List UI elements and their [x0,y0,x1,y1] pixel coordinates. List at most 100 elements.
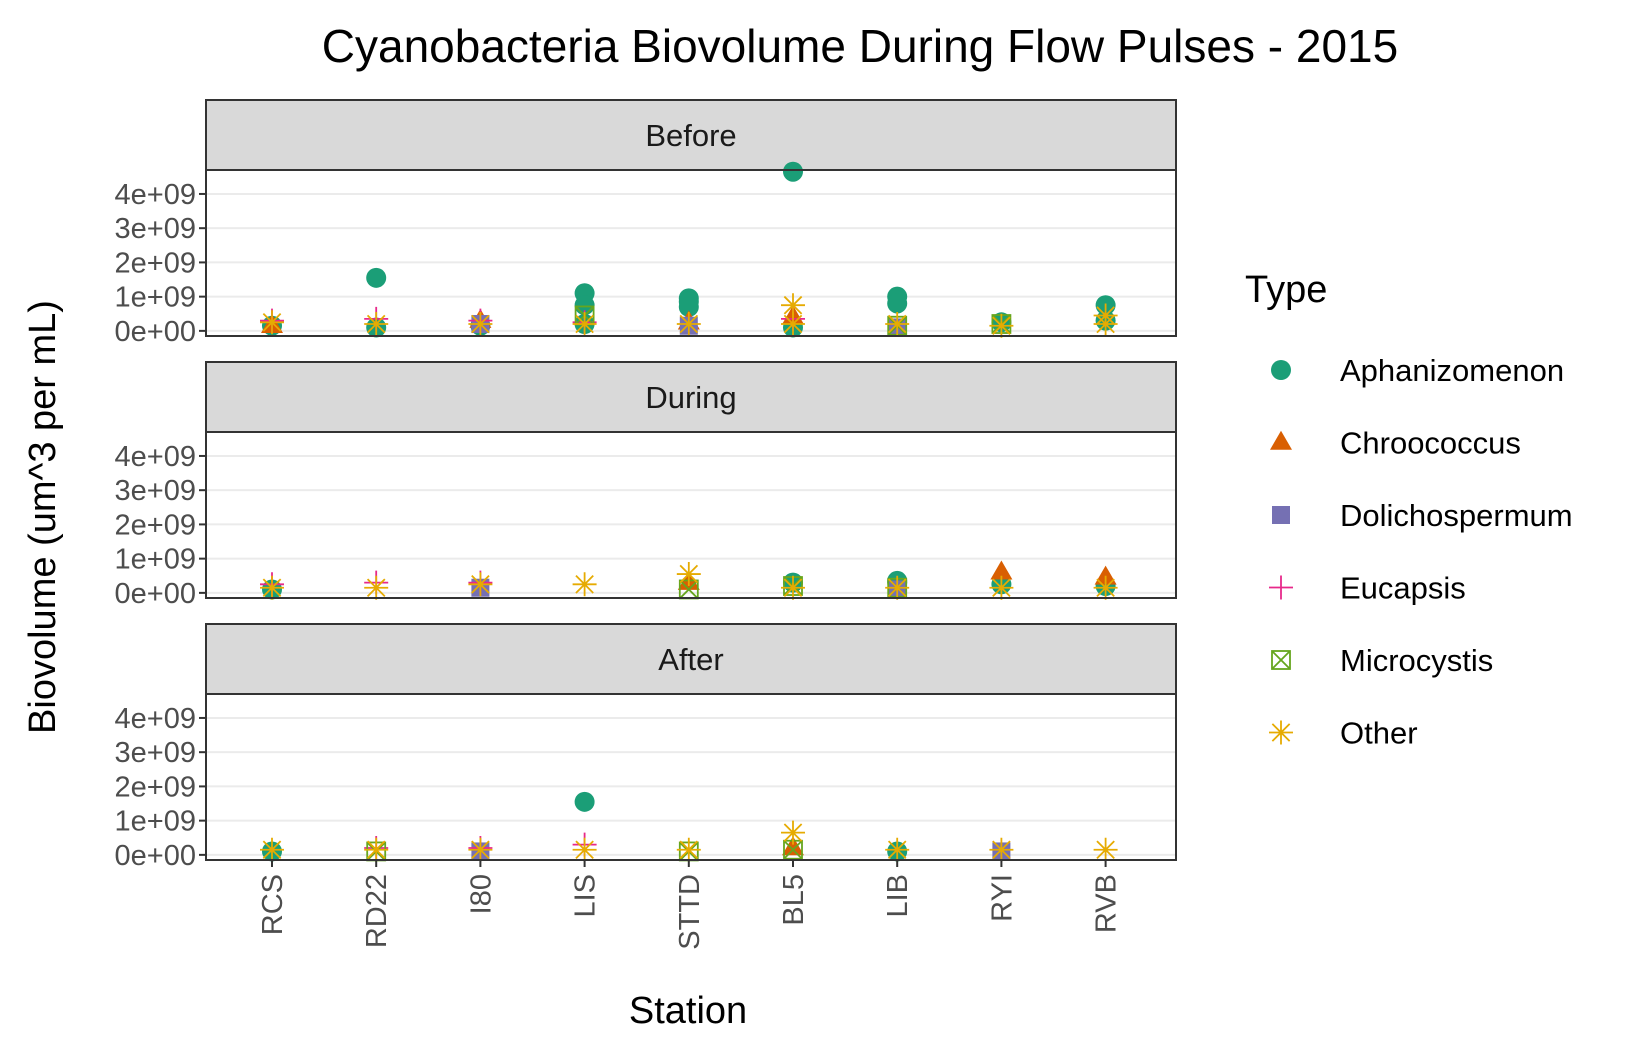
y-tick-label-before-2: 2e+09 [115,247,196,279]
point-after-chroococcus-bl5-0 [782,836,804,856]
panel-border-during [205,431,1177,599]
point-during-other-rvb-8 [1093,575,1118,600]
point-during-other-lis-3 [572,572,597,597]
strip-during [205,361,1177,433]
facet-panels: Before0e+001e+092e+093e+094e+09During0e+… [115,99,1177,872]
point-during-other-ryi-7 [989,575,1014,600]
point-before-other-i80-2-shape [468,312,493,337]
point-before-other-lib-7-shape [885,312,910,337]
legend-label-eucapsis: Eucapsis [1340,571,1466,606]
point-before-other-rvb-10 [1093,312,1118,337]
y-tick-label-before-1: 1e+09 [115,282,196,314]
legend-label-dolichospermum: Dolichospermum [1340,498,1573,533]
x-tick-label-i80: I80 [465,874,497,914]
point-before-other-bl5-6 [781,312,805,337]
legend-item-dolichospermum: Dolichospermum [1272,498,1573,533]
x-tick-label-rvb: RVB [1091,874,1123,933]
legend-label-microcystis: Microcystis [1340,643,1493,678]
y-tick-label-after-3: 3e+09 [115,737,196,769]
point-during-chroococcus-rvb-1-shape [1094,565,1117,585]
point-after-other-rcs-0-shape [260,837,284,862]
point-after-aphanizomenon-lis-0 [574,791,595,812]
y-tick-label-during-1: 1e+09 [115,544,196,576]
point-after-other-lib-6 [885,837,910,862]
strip-before [205,99,1177,171]
point-after-other-rvb-8 [1093,837,1118,862]
point-before-aphanizomenon-bl5-10 [783,161,803,182]
point-during-other-rcs-0 [260,575,284,600]
x-tick-label-rcs: RCS [257,874,289,935]
panel-border-before [205,169,1177,337]
point-after-other-sttd-4-shape [676,837,701,862]
legend-key-dolichospermum-shape [1272,506,1290,524]
legend-item-aphanizomenon: Aphanizomenon [1271,353,1564,388]
y-tick-label-during-0: 0e+00 [115,578,196,610]
point-after-other-rd22-1 [364,837,389,862]
strip-label-after: After [658,642,723,677]
x-tick-label-lis: LIS [570,874,602,918]
point-before-other-bl5-6-shape [781,312,805,337]
strip-label-before: Before [645,118,736,153]
legend-item-eucapsis: Eucapsis [1269,571,1466,606]
point-before-other-rvb-10-shape [1093,312,1118,337]
point-before-other-ryi-8-shape [989,313,1014,338]
legend: Type Aphanizomenon Chroococcus Dolichosper… [1245,269,1573,751]
point-during-other-bl5-5 [781,575,805,600]
panel-border-after [205,693,1177,861]
y-tick-label-before-3: 3e+09 [115,213,196,245]
legend-key-chroococcus-shape [1270,430,1292,450]
y-tick-label-during-2: 2e+09 [115,509,196,541]
point-before-other-bl5-5 [781,293,805,318]
x-tick-label-sttd: STTD [674,874,706,950]
points-before [260,161,1118,338]
point-during-other-rcs-0-shape [260,575,284,600]
point-during-other-i80-2 [468,572,493,597]
point-after-other-lis-3 [572,837,597,862]
y-tick-label-after-0: 0e+00 [115,840,196,872]
y-tick-label-before-0: 0e+00 [115,316,196,348]
y-tick-label-before-4: 4e+09 [115,179,196,211]
point-during-other-rd22-1 [364,575,389,600]
point-after-aphanizomenon-lis-0-shape [574,791,595,812]
point-before-aphanizomenon-sttd-9 [678,296,699,317]
point-during-other-rvb-8-shape [1093,575,1118,600]
chart-title: Cyanobacteria Biovolume During Flow Puls… [322,20,1398,72]
y-tick-label-during-4: 4e+09 [115,441,196,473]
point-after-other-i80-2 [468,837,493,862]
y-axis-title: Biovolume (um^3 per mL) [22,300,64,734]
y-tick-label-after-1: 1e+09 [115,806,196,838]
point-before-other-rcs-0 [260,310,284,335]
point-before-aphanizomenon-bl5-10-shape [783,161,803,182]
point-after-other-rcs-0 [260,837,284,862]
legend-label-other: Other [1340,716,1418,751]
legend-key-aphanizomenon [1271,360,1291,380]
legend-key-other-shape [1269,720,1293,745]
points-during [260,560,1118,600]
point-during-other-lis-3-shape [572,572,597,597]
point-after-other-sttd-4 [676,837,701,862]
point-before-other-rd22-1-shape [364,312,389,337]
point-during-other-bl5-5-shape [781,575,805,600]
legend-item-other: Other [1269,716,1418,751]
legend-key-eucapsis-shape [1269,575,1293,600]
point-before-aphanizomenon-lib-13 [887,293,908,314]
point-during-chroococcus-ryi-0 [990,560,1013,580]
y-tick-label-during-3: 3e+09 [115,475,196,507]
x-tick-label-lib: LIB [882,874,914,918]
point-during-other-sttd-4-shape [676,562,701,587]
plot-area-during [206,432,1176,598]
legend-item-chroococcus: Chroococcus [1270,426,1521,461]
legend-label-aphanizomenon: Aphanizomenon [1340,353,1564,388]
point-after-other-rvb-8-shape [1093,837,1118,862]
x-tick-label-ryi: RYI [986,874,1018,922]
point-after-other-bl5-5 [781,820,805,845]
point-during-other-lib-6-shape [885,575,910,600]
point-after-other-i80-2-shape [468,837,493,862]
legend-key-microcystis-cross [1271,650,1291,670]
point-before-aphanizomenon-rd22-1-shape [366,267,387,288]
point-after-other-ryi-7 [989,837,1014,862]
point-during-other-rd22-1-shape [364,575,389,600]
legend-label-chroococcus: Chroococcus [1340,426,1521,461]
point-after-other-lib-6-shape [885,837,910,862]
